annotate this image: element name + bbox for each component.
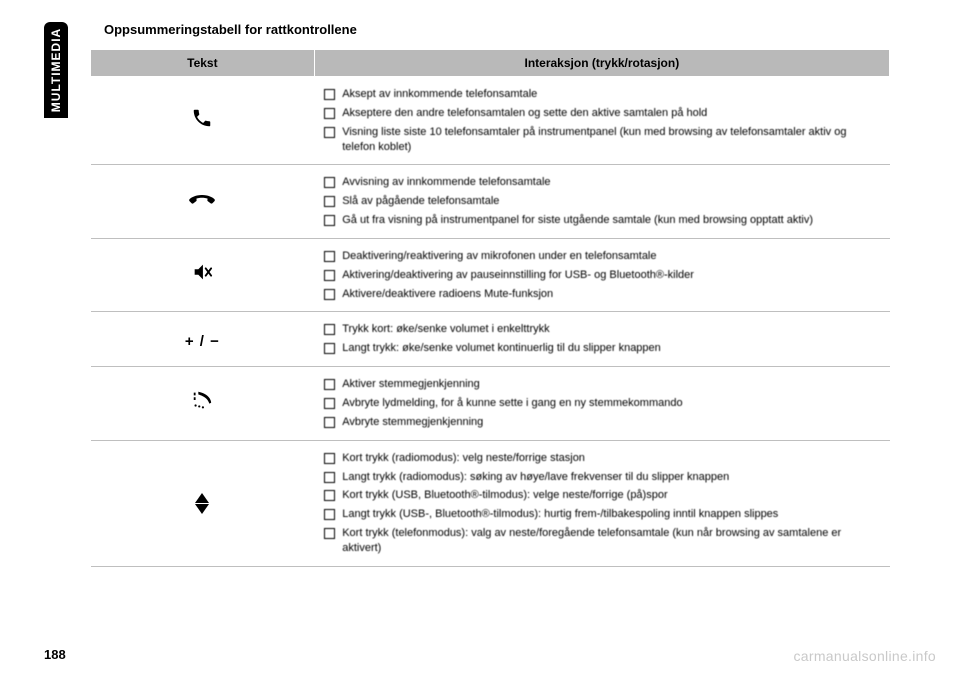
- interaction-item: Avbryte stemmegjenkjenning: [324, 413, 879, 432]
- page-title: Oppsummeringstabell for rattkontrollene: [104, 22, 890, 37]
- interaction-item: Aktivering/deaktivering av pauseinnstill…: [324, 266, 879, 285]
- table-row: Kort trykk (radiomodus): velg neste/forr…: [91, 440, 890, 566]
- summary-table: Tekst Interaksjon (trykk/rotasjon) Aksep…: [90, 49, 890, 567]
- section-tab: MULTIMEDIA: [44, 22, 68, 118]
- column-header-interaction: Interaksjon (trykk/rotasjon): [314, 50, 889, 77]
- section-tab-label: MULTIMEDIA: [49, 28, 63, 112]
- speaker-mute-icon: [191, 261, 213, 283]
- interaction-list: Avvisning av innkommende telefonsamtaleS…: [324, 173, 879, 230]
- interaction-item: Kort trykk (USB, Bluetooth®-tilmodus): v…: [324, 486, 879, 505]
- page-number: 188: [44, 647, 66, 662]
- phone-icon: [191, 107, 213, 129]
- watermark: carmanualsonline.info: [794, 648, 937, 664]
- interaction-item: Aktiver stemmegjenkjenning: [324, 375, 879, 394]
- interaction-item: Deaktivering/reaktivering av mikrofonen …: [324, 247, 879, 266]
- control-icon-cell: [91, 367, 315, 441]
- interaction-item: Gå ut fra visning på instrumentpanel for…: [324, 211, 879, 230]
- table-row: Aktiver stemmegjenkjenningAvbryte lydmel…: [91, 367, 890, 441]
- interaction-item: Slå av pågående telefonsamtale: [324, 192, 879, 211]
- interaction-item: Langt trykk: øke/senke volumet kontinuer…: [324, 339, 879, 358]
- interaction-item: Avbryte lydmelding, for å kunne sette i …: [324, 394, 879, 413]
- column-header-text: Tekst: [91, 50, 315, 77]
- interaction-list: Aksept av innkommende telefonsamtaleAkse…: [324, 85, 879, 156]
- document-page: MULTIMEDIA Oppsummeringstabell for rattk…: [0, 0, 960, 678]
- interaction-list: Trykk kort: øke/senke volumet i enkelttr…: [324, 320, 879, 358]
- table-row: + / − Trykk kort: øke/senke volumet i enk…: [91, 312, 890, 367]
- interaction-cell: Avvisning av innkommende telefonsamtaleS…: [314, 165, 889, 239]
- table-row: Avvisning av innkommende telefonsamtaleS…: [91, 165, 890, 239]
- interaction-cell: Aktiver stemmegjenkjenningAvbryte lydmel…: [314, 367, 889, 441]
- interaction-item: Aksept av innkommende telefonsamtale: [324, 85, 879, 104]
- interaction-item: Trykk kort: øke/senke volumet i enkelttr…: [324, 320, 879, 339]
- interaction-cell: Aksept av innkommende telefonsamtaleAkse…: [314, 77, 889, 165]
- control-icon-cell: [91, 238, 315, 312]
- interaction-item: Kort trykk (radiomodus): velg neste/forr…: [324, 449, 879, 468]
- control-icon-cell: [91, 165, 315, 239]
- control-icon-cell: + / −: [91, 312, 315, 367]
- interaction-item: Kort trykk (telefonmodus): valg av neste…: [324, 524, 879, 558]
- interaction-item: Langt trykk (radiomodus): søking av høye…: [324, 468, 879, 487]
- control-icon-cell: [91, 440, 315, 566]
- up-down-arrows-icon: [101, 493, 305, 514]
- control-icon-cell: [91, 77, 315, 165]
- interaction-list: Kort trykk (radiomodus): velg neste/forr…: [324, 449, 879, 558]
- interaction-cell: Trykk kort: øke/senke volumet i enkelttr…: [314, 312, 889, 367]
- phone-end-icon: [189, 191, 215, 209]
- interaction-item: Visning liste siste 10 telefonsamtaler p…: [324, 123, 879, 157]
- interaction-item: Langt trykk (USB-, Bluetooth®-tilmodus):…: [324, 505, 879, 524]
- plus-minus-icon: + / −: [185, 333, 220, 350]
- interaction-item: Akseptere den andre telefonsamtalen og s…: [324, 104, 879, 123]
- interaction-cell: Deaktivering/reaktivering av mikrofonen …: [314, 238, 889, 312]
- table-row: Aksept av innkommende telefonsamtaleAkse…: [91, 77, 890, 165]
- interaction-item: Aktivere/deaktivere radioens Mute-funksj…: [324, 285, 879, 304]
- interaction-list: Deaktivering/reaktivering av mikrofonen …: [324, 247, 879, 304]
- voice-icon: [191, 389, 213, 411]
- interaction-list: Aktiver stemmegjenkjenningAvbryte lydmel…: [324, 375, 879, 432]
- table-row: Deaktivering/reaktivering av mikrofonen …: [91, 238, 890, 312]
- interaction-item: Avvisning av innkommende telefonsamtale: [324, 173, 879, 192]
- interaction-cell: Kort trykk (radiomodus): velg neste/forr…: [314, 440, 889, 566]
